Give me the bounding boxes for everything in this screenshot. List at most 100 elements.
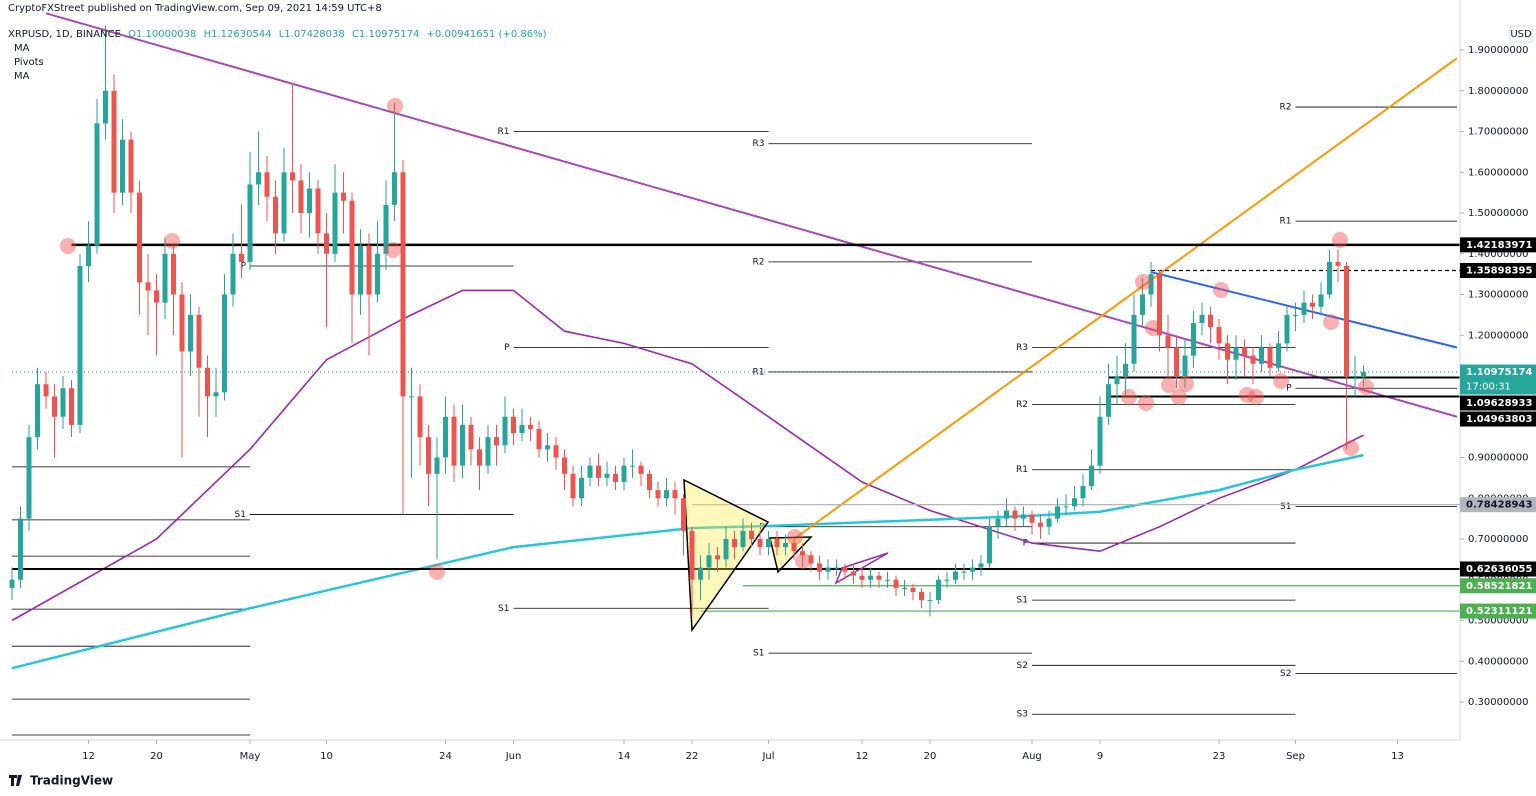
pivot-label: S1 <box>1017 596 1028 606</box>
circle <box>60 238 76 254</box>
candle-body <box>978 563 984 568</box>
indicator[interactable]: MA <box>14 71 30 82</box>
candle-body <box>834 567 839 569</box>
candle-body <box>43 384 49 397</box>
y-tick-label: 1.20000000 <box>1468 330 1528 341</box>
candle-body <box>1046 518 1052 527</box>
candle-body <box>936 579 941 601</box>
candle-body <box>1199 314 1205 324</box>
circle <box>1138 395 1154 411</box>
circle <box>429 564 445 580</box>
y-tick-label: 1.70000000 <box>1468 127 1528 138</box>
candle-body <box>1063 506 1069 508</box>
pivot-label: P <box>1023 539 1029 549</box>
candle-body <box>400 172 406 397</box>
candle-body <box>128 139 134 193</box>
candle-body <box>1097 416 1103 466</box>
pivot-label: R1 <box>1280 217 1292 227</box>
ohlc-open: O1.10000038 <box>128 29 197 40</box>
ohlc-close: C1.10975174 <box>351 29 420 40</box>
candle-body <box>1318 294 1324 307</box>
candle-body <box>1242 347 1247 356</box>
pivot-label: S2 <box>1017 661 1028 671</box>
candle-body <box>35 384 40 438</box>
candle-body <box>1055 506 1060 519</box>
candle-body <box>205 367 210 397</box>
candle-body <box>596 465 601 478</box>
y-tick-label: 1.50000000 <box>1468 208 1528 219</box>
candle-body <box>1284 314 1290 344</box>
x-tick-label: 14 <box>618 751 631 762</box>
candle-body <box>545 445 550 450</box>
candle-body <box>1123 363 1128 376</box>
moving-average <box>11 289 1364 622</box>
candle-body <box>689 530 695 580</box>
y-tick-label: 0.70000000 <box>1468 534 1528 545</box>
circle <box>164 233 180 249</box>
candle-body <box>349 200 355 295</box>
moving-average <box>11 453 1364 670</box>
price-label-box <box>1460 497 1536 513</box>
candle-body <box>868 575 873 580</box>
candle-body <box>519 424 525 434</box>
candle-body <box>579 477 584 499</box>
candle-body <box>613 473 618 482</box>
candle-body <box>1250 355 1256 364</box>
candle-body <box>698 567 703 580</box>
candle-body <box>851 571 856 576</box>
x-tick-label: 13 <box>1391 751 1404 762</box>
candle-body <box>477 449 482 466</box>
candle-body <box>230 253 236 295</box>
pivot-label: R3 <box>1016 343 1028 353</box>
price-label-box <box>1460 262 1536 278</box>
candle-body <box>1131 314 1137 364</box>
candle-body <box>774 539 780 548</box>
candle-body <box>256 172 261 185</box>
circle <box>1343 440 1359 456</box>
candle-body <box>715 555 720 560</box>
indicator[interactable]: MA <box>14 43 30 54</box>
price-label: 0.52311121 <box>1466 606 1532 617</box>
candle-body <box>961 571 967 573</box>
x-tick-label: 9 <box>1097 751 1103 762</box>
x-tick-label: 20 <box>924 751 937 762</box>
indicator[interactable]: Pivots <box>14 57 44 68</box>
pivot-label: R1 <box>1016 465 1028 475</box>
circle <box>1239 387 1255 403</box>
candle-body <box>1080 486 1086 499</box>
pivot-label: S2 <box>1280 669 1291 679</box>
ohlc-low: L1.07428038 <box>278 29 345 40</box>
candle-body <box>1352 376 1358 377</box>
ohlc-change: +0.00941651 (+0.86%) <box>426 29 547 40</box>
candle-body <box>757 539 763 548</box>
currency-box[interactable] <box>1509 25 1533 43</box>
candle-body <box>264 172 270 197</box>
candle-body <box>120 139 125 193</box>
candle-body <box>281 172 287 234</box>
candle-body <box>26 437 32 519</box>
candle-body <box>681 498 686 531</box>
price-label: 1.09628933 <box>1466 398 1532 409</box>
candle-body <box>1301 302 1307 315</box>
candle-body <box>332 192 338 254</box>
candle-body <box>137 192 142 283</box>
x-tick-label: Sep <box>1286 751 1305 762</box>
candle-body <box>443 416 448 458</box>
circle <box>1273 373 1289 389</box>
candle-body <box>154 290 159 303</box>
candle-body <box>179 294 185 352</box>
candle-body <box>1072 498 1077 507</box>
pivot-label: S1 <box>235 510 246 520</box>
candle-body <box>766 539 771 548</box>
y-tick-label: 0.30000000 <box>1468 697 1528 708</box>
y-tick-label: 0.40000000 <box>1468 656 1528 667</box>
candle-body <box>77 265 83 425</box>
circle <box>1178 376 1194 392</box>
footer-brand: TradingView <box>30 774 113 788</box>
candle-body <box>953 571 958 580</box>
candle-body <box>239 253 244 262</box>
y-tick-label: 1.40000000 <box>1468 249 1528 260</box>
candle-body <box>358 245 363 295</box>
pivot-label: P <box>241 261 247 271</box>
